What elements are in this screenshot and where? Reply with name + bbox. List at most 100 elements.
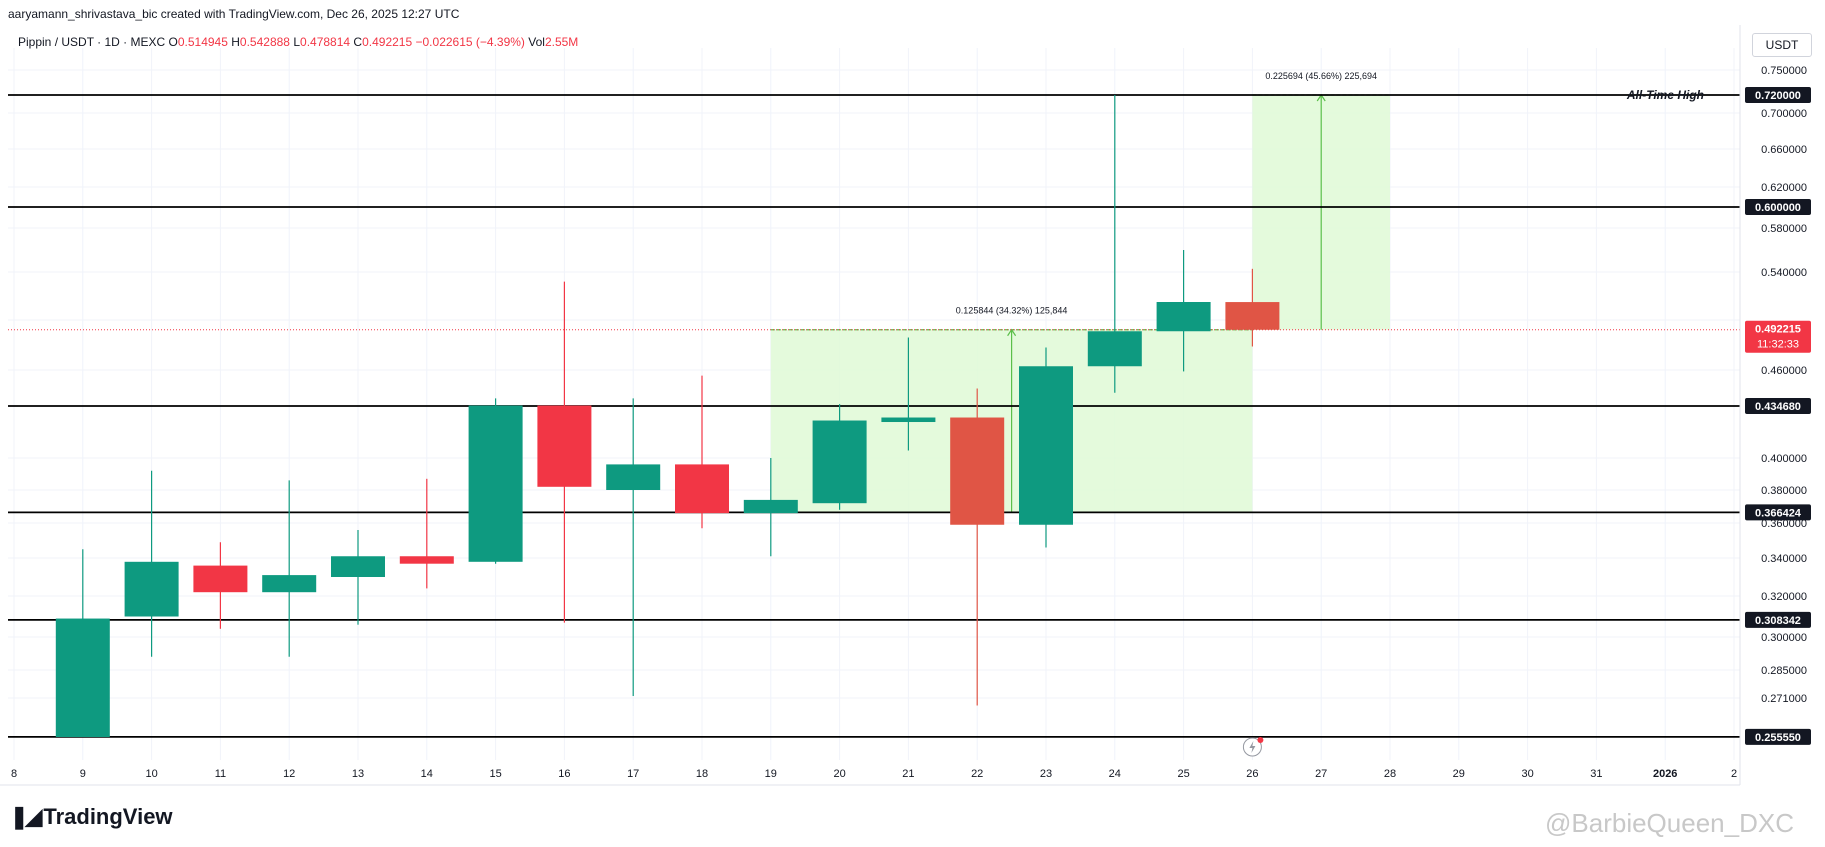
x-tick-label: 8 <box>11 768 17 780</box>
axes: 0.750000 0.700000 0.660000 0.620000 0.580000… <box>0 25 1807 786</box>
level-price-label: 0.255550 <box>1755 732 1801 744</box>
x-tick-label: 29 <box>1453 768 1465 780</box>
candle-day-18[interactable] <box>675 375 729 529</box>
level-price-label: 0.434680 <box>1755 401 1801 413</box>
x-tick-label: 2 <box>1731 768 1737 780</box>
candle-body <box>55 618 110 737</box>
measure-label: 0.125844 (34.32%) 125,844 <box>956 306 1068 316</box>
level-price-label: 0.720000 <box>1755 90 1801 102</box>
candle-day-22[interactable] <box>950 388 1005 706</box>
candle-day-11[interactable] <box>193 542 248 629</box>
watermark: @BarbieQueen_DXC <box>1545 808 1794 838</box>
symbol-name[interactable]: Pippin / USDT · 1D · MEXC <box>18 35 166 49</box>
high-value: 0.542888 <box>239 35 290 49</box>
candle-body <box>468 405 523 562</box>
y-tick-label: 0.271000 <box>1761 693 1807 705</box>
candle-body <box>812 420 867 504</box>
y-tick-label: 0.620000 <box>1761 182 1807 194</box>
high-label: H <box>231 35 240 49</box>
y-tick-label: 0.750000 <box>1761 65 1807 77</box>
notification-dot-icon <box>1257 737 1264 743</box>
x-tick-label: 26 <box>1246 768 1258 780</box>
y-tick-label: 0.300000 <box>1761 632 1807 644</box>
level-price-box <box>1745 398 1811 414</box>
low-value: 0.478814 <box>300 35 351 49</box>
candle-day-17[interactable] <box>606 398 661 696</box>
x-tick-label: 25 <box>1177 768 1189 780</box>
x-tick-label: 20 <box>833 768 845 780</box>
candle-day-25[interactable] <box>1156 250 1211 372</box>
candle-day-9[interactable] <box>55 549 110 737</box>
currency-unit-button[interactable]: USDT <box>1752 33 1812 57</box>
candle-day-16[interactable] <box>537 281 592 623</box>
level-annotation: All-Time High <box>1626 88 1704 102</box>
candle-day-20[interactable] <box>812 404 867 510</box>
y-tick-label: 0.285000 <box>1761 665 1807 677</box>
x-tick-label: 16 <box>558 768 570 780</box>
candle-body <box>1087 331 1142 367</box>
tradingview-mark-icon: ❚◢ <box>10 804 42 829</box>
y-tick-label: 0.320000 <box>1761 591 1807 603</box>
level-price-label: 0.600000 <box>1755 202 1801 214</box>
level-price-label: 0.308342 <box>1755 615 1801 627</box>
candle-body <box>881 417 936 423</box>
candle-body <box>193 565 248 593</box>
x-tick-label: 2026 <box>1653 768 1677 780</box>
x-tick-label: 13 <box>352 768 364 780</box>
open-value: 0.514945 <box>177 35 228 49</box>
candle-day-23[interactable] <box>1019 347 1073 548</box>
open-label: O <box>168 35 178 49</box>
candle-day-10[interactable] <box>124 470 179 657</box>
candle-body <box>1225 302 1280 330</box>
x-tick-label: 27 <box>1315 768 1327 780</box>
level-price-label: 0.366424 <box>1755 507 1802 519</box>
candle-body <box>331 556 385 577</box>
x-tick-label: 31 <box>1590 768 1602 780</box>
x-tick-label: 28 <box>1384 768 1396 780</box>
x-tick-label: 11 <box>215 768 226 780</box>
measure-label: 0.225694 (45.66%) 225,694 <box>1265 71 1377 81</box>
x-tick-label: 14 <box>421 768 433 780</box>
x-tick-label: 24 <box>1109 768 1121 780</box>
candle-day-26[interactable] <box>1225 268 1280 347</box>
candle-day-15[interactable] <box>468 398 523 564</box>
level-price-box <box>1745 87 1811 103</box>
candle-day-12[interactable] <box>262 480 317 657</box>
symbol-legend: Pippin / USDT · 1D · MEXC O0.514945 H0.5… <box>18 35 578 49</box>
y-tick-label: 0.580000 <box>1761 223 1807 235</box>
x-tick-label: 19 <box>765 768 777 780</box>
low-label: L <box>293 35 301 49</box>
x-tick-label: 9 <box>80 768 86 780</box>
horizontal-levels: 0.720000 All-Time High 0.600000 0.434680 0.3… <box>8 87 1811 745</box>
logo-text: TradingView <box>43 804 173 829</box>
x-tick-label: 12 <box>283 768 295 780</box>
tradingview-logo: ❚◢ TradingView <box>10 804 173 830</box>
candle-body <box>675 464 729 514</box>
measure-arrow-head <box>1007 328 1017 337</box>
candle-day-14[interactable] <box>399 478 454 589</box>
candle-day-19[interactable] <box>743 458 798 557</box>
x-tick-label: 23 <box>1040 768 1052 780</box>
level-price-box <box>1745 504 1811 521</box>
y-tick-label: 0.460000 <box>1761 365 1807 377</box>
candle-body <box>262 575 317 593</box>
candle-body <box>1156 302 1211 332</box>
candle-day-13[interactable] <box>331 530 385 625</box>
level-price-box <box>1745 611 1811 628</box>
candle-day-24[interactable] <box>1087 95 1142 393</box>
change-value: −0.022615 (−4.39%) <box>415 35 525 49</box>
y-tick-label: 0.360000 <box>1761 518 1807 530</box>
candle-body <box>743 499 798 514</box>
countdown-label: 11:32:33 <box>1757 339 1799 351</box>
close-label: C <box>353 35 363 49</box>
level-price-box <box>1745 728 1811 745</box>
y-tick-label: 0.700000 <box>1761 108 1807 120</box>
x-tick-label: 30 <box>1521 768 1533 780</box>
current-price-box[interactable] <box>1745 320 1811 353</box>
x-tick-label: 17 <box>627 768 639 780</box>
candle-day-21[interactable] <box>881 337 936 451</box>
candle-body <box>399 556 454 564</box>
volume-label: Vol <box>528 35 545 49</box>
candle-body <box>124 561 179 617</box>
